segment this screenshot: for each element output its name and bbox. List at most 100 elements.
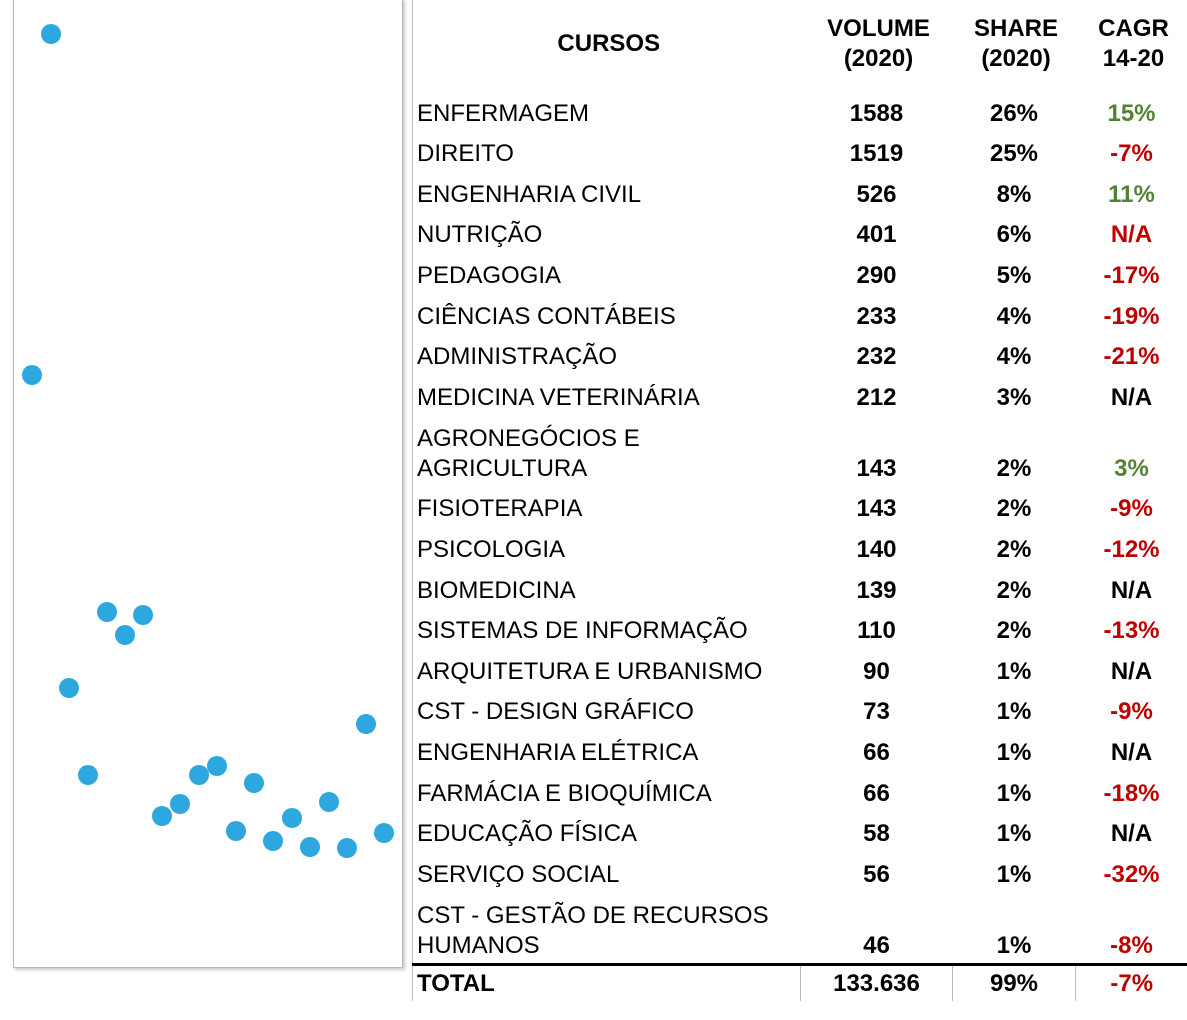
dot (374, 823, 394, 843)
value-cell: 6% (996, 221, 1032, 249)
table-row: FISIOTERAPIA 143 2% -9% (412, 485, 1187, 527)
value-cell: 56 (863, 860, 890, 888)
dot (207, 756, 227, 776)
dot (356, 714, 376, 734)
value-cell: 1% (996, 820, 1032, 848)
value-cell: 401 (856, 221, 897, 249)
dot (22, 365, 42, 385)
value-cell: 2% (996, 454, 1032, 482)
value-cell: N/A (1110, 221, 1153, 249)
value-cell: 4% (996, 343, 1032, 371)
value-cell: -18% (1103, 779, 1160, 807)
value-cell: 5% (996, 261, 1032, 289)
value-cell: 110 (857, 617, 896, 645)
value-cell: -21% (1103, 343, 1160, 371)
value-cell: N/A (1110, 738, 1153, 766)
table-row: CIÊNCIAS CONTÁBEIS 233 4% -19% (412, 292, 1187, 334)
scatter-panel (13, 0, 403, 968)
dot (41, 24, 61, 44)
course-cell: FISIOTERAPIA (412, 485, 801, 527)
course-cell: ENGENHARIA CIVIL (412, 171, 801, 212)
value-cell: 526 (856, 180, 897, 208)
value-cell: -13% (1103, 617, 1160, 645)
scatter-dots (22, 24, 394, 858)
table-row: SERVIÇO SOCIAL 56 1% -32% (412, 851, 1187, 892)
table-row: PSICOLOGIA 140 2% -12% (412, 526, 1187, 567)
value-cell: 58 (863, 820, 890, 848)
course-cell: FARMÁCIA E BIOQUÍMICA (412, 769, 801, 811)
table-row: AGRONEGÓCIOS E AGRICULTURA 143 2% 3% (412, 414, 1187, 486)
value-cell: 2% (996, 576, 1032, 604)
value-cell: 46 (863, 931, 890, 959)
value-cell: 233 (856, 302, 897, 330)
value-cell: 73 (863, 698, 890, 726)
table-row: BIOMEDICINA 139 2% N/A (412, 566, 1187, 608)
value-cell: 8% (996, 180, 1032, 208)
value-cell: 25% (989, 140, 1039, 168)
course-cell: NUTRIÇÃO (412, 211, 801, 253)
value-cell: 66 (863, 779, 890, 807)
value-cell: N/A (1110, 657, 1153, 685)
header-row: CURSOS VOLUME (2020) SHARE (2020) CAGR 14-2… (412, 0, 1187, 90)
dot (337, 838, 357, 858)
value-cell: 139 (856, 576, 897, 604)
value-cell: 11% (1108, 180, 1155, 208)
dot (59, 678, 79, 698)
header-cell: CAGR 14-20 (1098, 15, 1169, 72)
total-row: TOTAL 133.636 99% -7% (412, 962, 1187, 1001)
total-value: 133.636 (800, 962, 953, 1001)
header-cell: SHARE (2020) (973, 15, 1058, 72)
value-cell: -17% (1103, 261, 1160, 289)
value-cell: 1588 (849, 99, 904, 127)
value-cell: 1% (996, 657, 1032, 685)
course-cell: CST - GESTÃO DE RECURSOS HUMANOS (412, 891, 801, 965)
total-value: -7% (1075, 962, 1187, 1001)
value-cell: 2% (996, 495, 1032, 523)
value-cell: 212 (856, 383, 897, 411)
course-cell: PEDAGOGIA (412, 252, 801, 293)
value-cell: -32% (1103, 860, 1160, 888)
value-cell: -19% (1103, 302, 1160, 330)
value-cell: 2% (996, 617, 1032, 645)
table-row: ARQUITETURA E URBANISMO 90 1% N/A (412, 648, 1187, 689)
table-row: ENFERMAGEM 1588 26% 15% (412, 90, 1187, 131)
table-row: SISTEMAS DE INFORMAÇÃO 110 2% -13% (412, 607, 1187, 649)
course-cell: CIÊNCIAS CONTÁBEIS (412, 292, 801, 334)
table-row: NUTRIÇÃO 401 6% N/A (412, 211, 1187, 253)
course-cell: PSICOLOGIA (412, 526, 801, 567)
value-cell: -9% (1110, 698, 1153, 726)
total-label: TOTAL (412, 962, 801, 1001)
table-row: EDUCAÇÃO FÍSICA 58 1% N/A (412, 810, 1187, 852)
dot (244, 773, 264, 793)
value-cell: N/A (1110, 383, 1153, 411)
header-cell: VOLUME (2020) (827, 15, 930, 72)
table-row: CST - DESIGN GRÁFICO 73 1% -9% (412, 688, 1187, 730)
course-cell: EDUCAÇÃO FÍSICA (412, 810, 801, 852)
total-value: 99% (952, 962, 1076, 1001)
courses-table: CURSOS VOLUME (2020) SHARE (2020) CAGR 14-2… (412, 0, 1187, 1001)
value-cell: 1% (996, 738, 1032, 766)
value-cell: 90 (863, 657, 890, 685)
course-cell: ENGENHARIA ELÉTRICA (412, 729, 801, 770)
table-row: ENGENHARIA CIVIL 526 8% 11% (412, 171, 1187, 212)
dot (170, 794, 190, 814)
value-cell: -7% (1110, 140, 1153, 168)
value-cell: 1% (996, 860, 1032, 888)
course-cell: SISTEMAS DE INFORMAÇÃO (412, 607, 801, 649)
value-cell: -9% (1110, 495, 1153, 523)
value-cell: 290 (856, 261, 897, 289)
value-cell: 143 (856, 495, 897, 523)
table-row: FARMÁCIA E BIOQUÍMICA 66 1% -18% (412, 769, 1187, 811)
course-cell: ENFERMAGEM (412, 90, 801, 131)
dot (226, 821, 246, 841)
dot (189, 765, 209, 785)
value-cell: 3% (1114, 454, 1149, 482)
course-cell: ARQUITETURA E URBANISMO (412, 648, 801, 689)
value-cell: 26% (989, 99, 1039, 127)
value-cell: 232 (856, 343, 897, 371)
course-cell: ADMINISTRAÇÃO (412, 333, 801, 375)
value-cell: 3% (996, 383, 1032, 411)
table-row: ENGENHARIA ELÉTRICA 66 1% N/A (412, 729, 1187, 770)
value-cell: 140 (856, 535, 897, 563)
